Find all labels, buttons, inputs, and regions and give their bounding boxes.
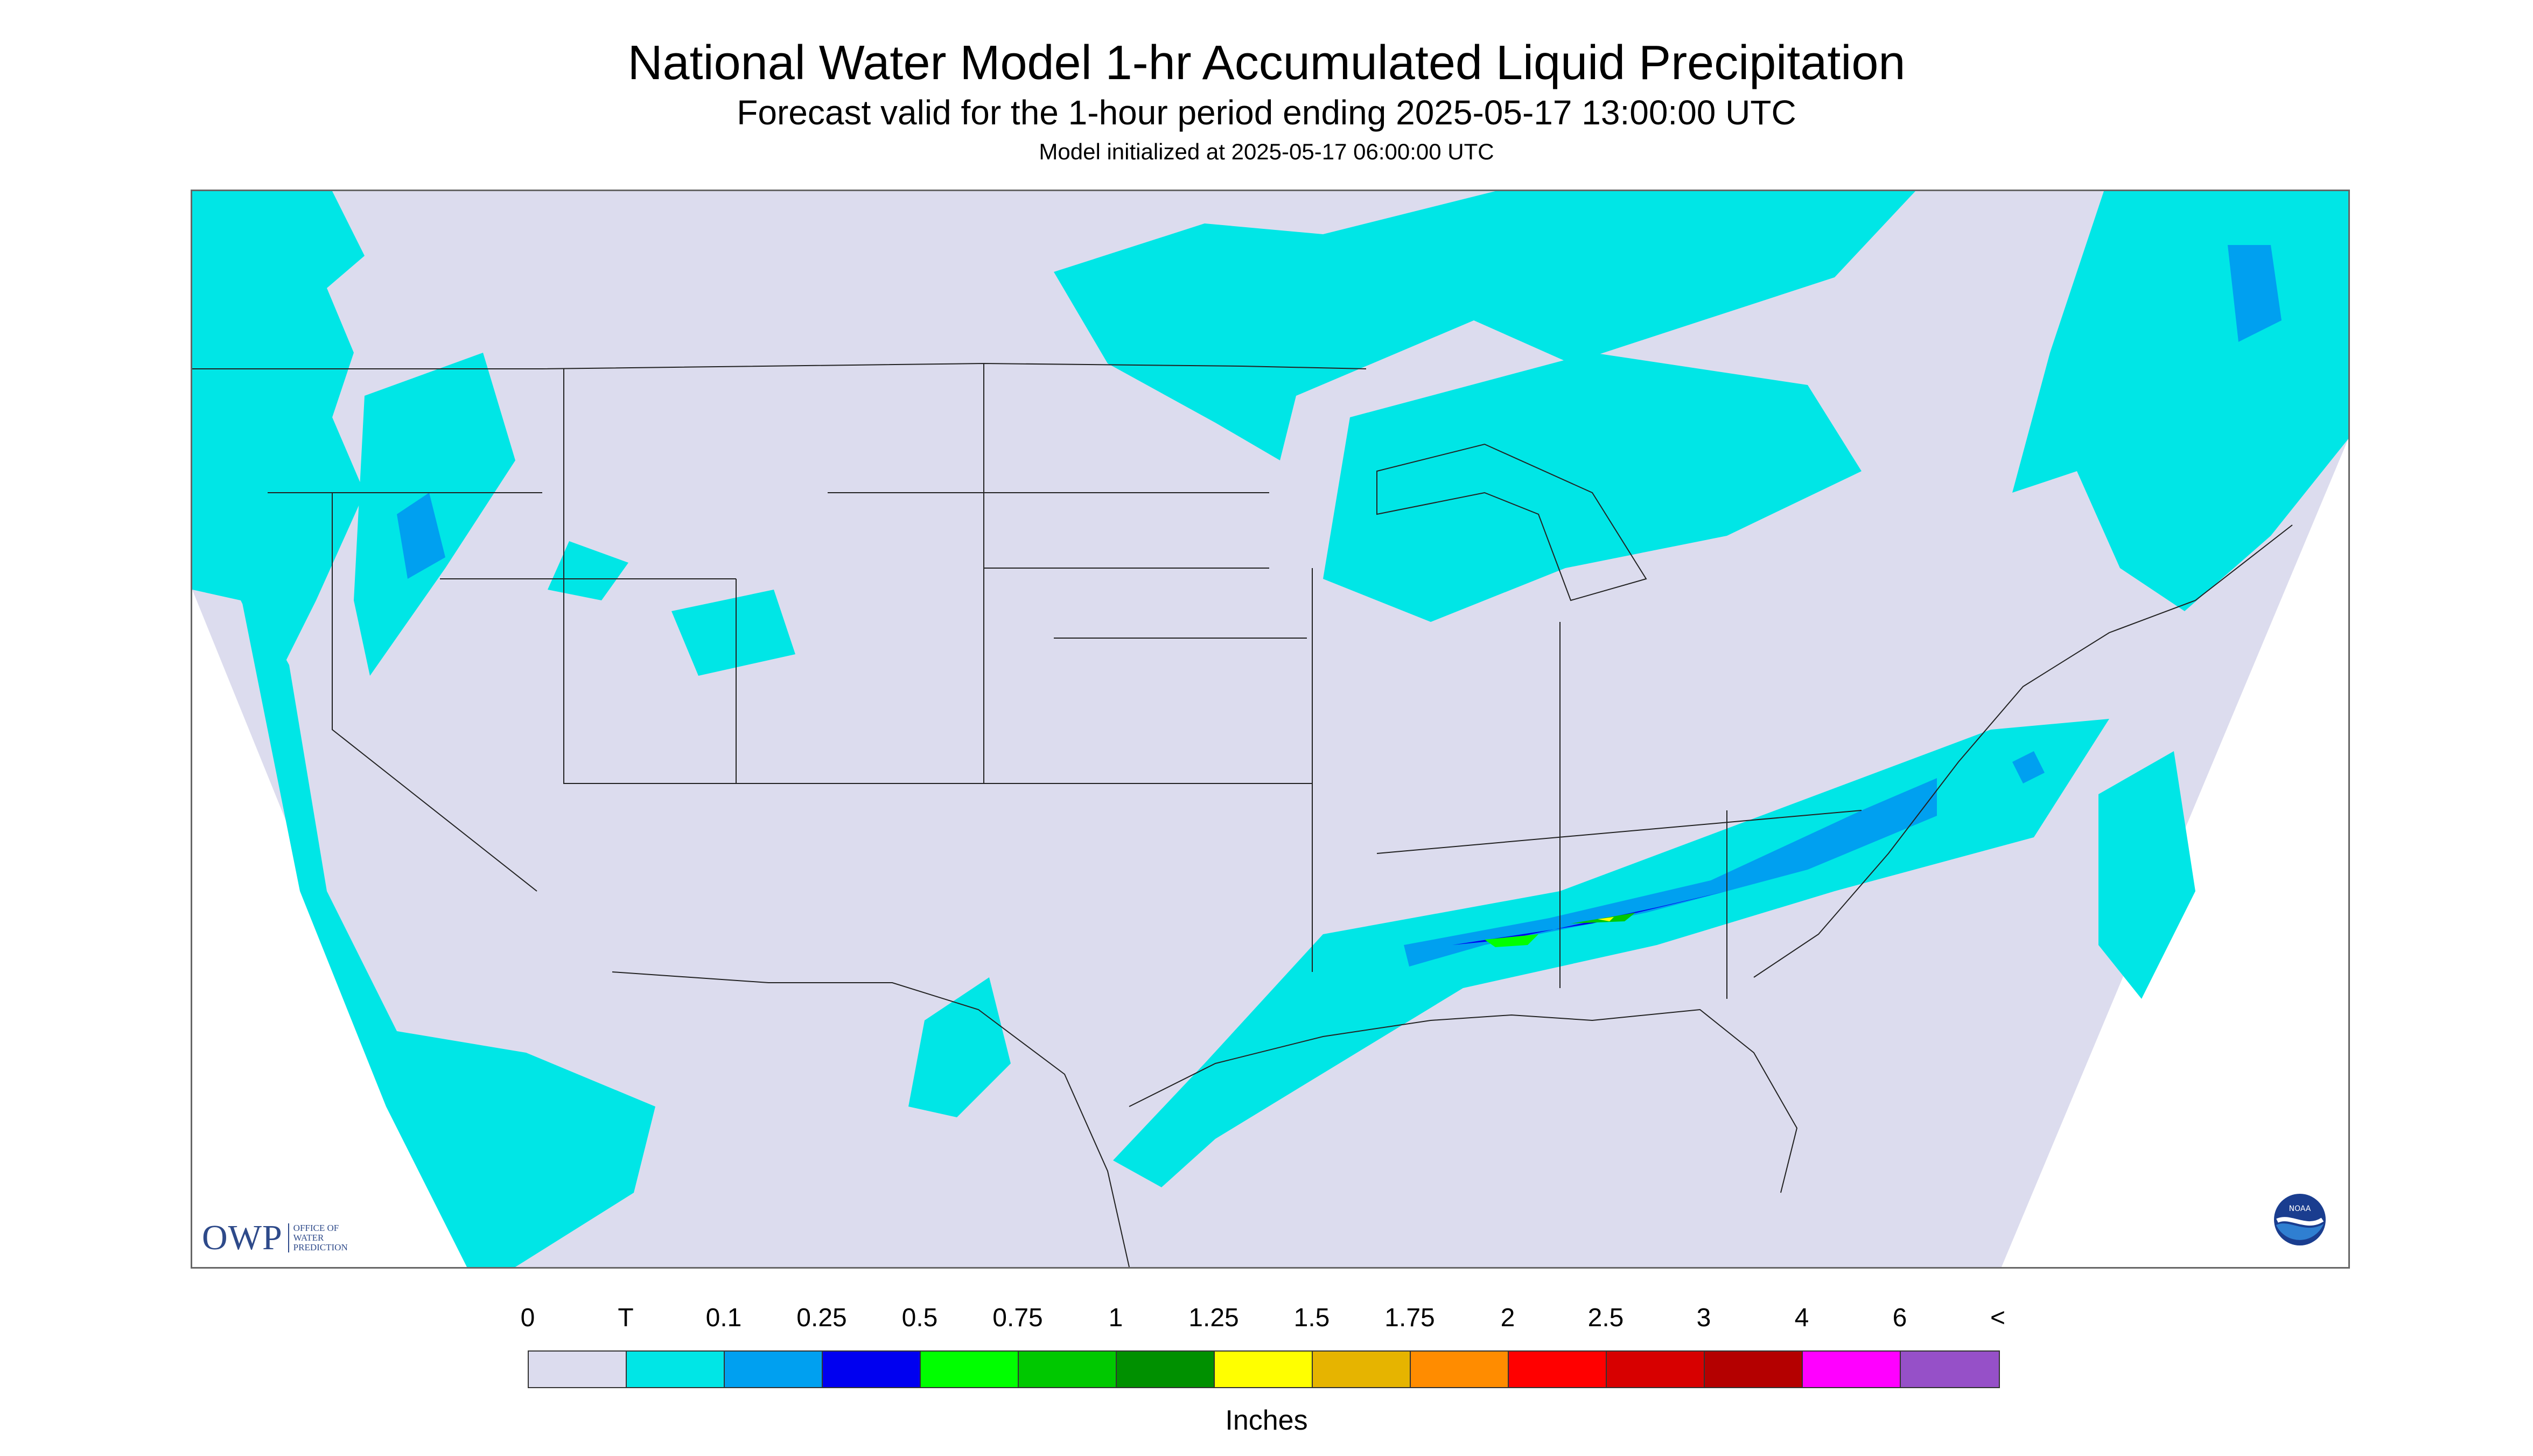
- legend-swatch: [1509, 1352, 1607, 1387]
- legend-label: 0.5: [901, 1304, 938, 1332]
- legend-labels: 0 T 0.1 0.25 0.5 0.75 1 1.25 1.5 1.75 2 2.5 3 4 6 <: [521, 1303, 2014, 1341]
- legend-swatch: [1117, 1352, 1215, 1387]
- state-boundaries: [192, 362, 2293, 1267]
- legend-swatch: [921, 1352, 1019, 1387]
- precip-area-texas-scatter: [908, 977, 1011, 1117]
- legend-label: 1.5: [1293, 1304, 1330, 1332]
- owp-logo-text: OWP: [202, 1218, 283, 1257]
- legend-swatch: [1607, 1352, 1705, 1387]
- legend-swatch: [1705, 1352, 1803, 1387]
- map-subtitle: Forecast valid for the 1-hour period end…: [737, 93, 1796, 132]
- precip-area-rockies: [671, 590, 795, 676]
- owp-logo-subtitle: OFFICE OF WATER PREDICTION: [288, 1223, 348, 1252]
- precip-area-gulf-0p1: [2012, 751, 2045, 783]
- legend-swatch: [1215, 1352, 1313, 1387]
- legend-label: T: [618, 1304, 634, 1332]
- noaa-logo-icon: NOAA: [2274, 1194, 2326, 1245]
- legend-label: 1: [1108, 1304, 1123, 1332]
- legend-swatch: [823, 1352, 921, 1387]
- atlantic-coast: [1753, 524, 2293, 978]
- owp-line-3: PREDICTION: [293, 1242, 348, 1252]
- precip-area-oregon-0p1: [397, 493, 445, 579]
- precip-area-east-coast-rise: [2098, 751, 2195, 999]
- legend-swatch: [1411, 1352, 1509, 1387]
- legend-label: 2.5: [1587, 1304, 1624, 1332]
- precipitation-map: OWP OFFICE OF WATER PREDICTION NOAA: [191, 190, 2350, 1269]
- state-lines-central: [736, 363, 1312, 784]
- legend-label: 0.75: [992, 1304, 1043, 1332]
- legend-label: 4: [1794, 1304, 1809, 1332]
- noaa-logo-text: NOAA: [2289, 1205, 2311, 1213]
- legend-swatch: [1019, 1352, 1117, 1387]
- precip-area-nevada: [548, 541, 628, 600]
- precip-area-great-lakes: [1323, 353, 1862, 622]
- us-border-south: [612, 971, 1130, 1267]
- state-lines-east: [1312, 568, 1862, 999]
- legend-label: 0: [520, 1304, 535, 1332]
- precip-area-0p75: [1571, 913, 1635, 923]
- owp-logo: OWP OFFICE OF WATER PREDICTION: [202, 1217, 348, 1258]
- legend-label: 0.25: [796, 1304, 847, 1332]
- map-title: National Water Model 1-hr Accumulated Li…: [627, 36, 1906, 90]
- moderate-precip-areas: [397, 245, 2282, 967]
- great-lakes-shores: [1376, 443, 1647, 601]
- state-lines-west: [268, 369, 737, 892]
- owp-line-1: OFFICE OF: [293, 1223, 339, 1233]
- legend-colorbar: [528, 1350, 2000, 1388]
- legend-label: 3: [1696, 1304, 1711, 1332]
- map-canvas: [192, 191, 2348, 1267]
- precip-area-pacific-northwest: [192, 191, 365, 676]
- precip-area-california-coast: [235, 568, 655, 1267]
- legend-swatch: [1803, 1352, 1901, 1387]
- legend-swatch: [1901, 1352, 1999, 1387]
- color-legend: 0 T 0.1 0.25 0.5 0.75 1 1.25 1.5 1.75 2 2.5 3 4 6 <: [521, 1303, 2014, 1388]
- legend-label: <: [1990, 1304, 2006, 1332]
- precip-area-0p1: [1404, 778, 1937, 967]
- legend-label: 2: [1500, 1304, 1515, 1332]
- legend-label: 1.25: [1188, 1304, 1239, 1332]
- legend-label: 1.75: [1384, 1304, 1435, 1332]
- legend-swatch: [529, 1352, 627, 1387]
- precip-area-quebec-0p1: [2228, 245, 2282, 342]
- gulf-coast: [1129, 1009, 1798, 1193]
- legend-units: Inches: [1225, 1405, 1308, 1436]
- legend-swatch: [725, 1352, 823, 1387]
- legend-label: 0.1: [705, 1304, 742, 1332]
- precip-area-1p25: [1598, 917, 1614, 921]
- precip-area-0p5: [1485, 934, 1538, 947]
- model-init-note: Model initialized at 2025-05-17 06:00:00…: [1039, 139, 1494, 164]
- legend-swatch: [627, 1352, 725, 1387]
- owp-line-2: WATER: [293, 1233, 324, 1243]
- legend-label: 6: [1892, 1304, 1907, 1332]
- legend-swatch: [1313, 1352, 1411, 1387]
- precip-area-northern-plains: [1054, 191, 1915, 460]
